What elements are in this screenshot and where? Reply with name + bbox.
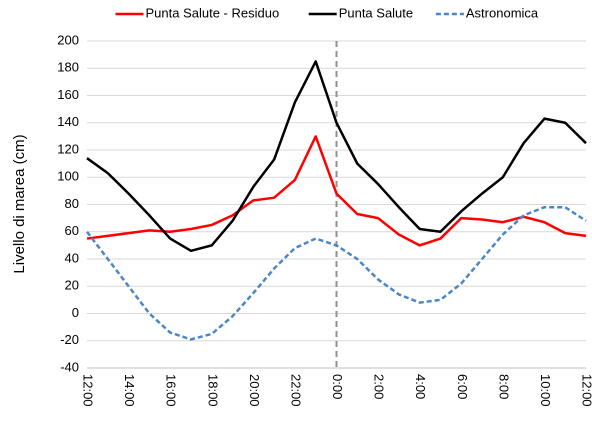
y-tick-label: 160 (57, 87, 79, 102)
x-tick-label: 20:00 (247, 374, 262, 407)
x-tick-label: 6:00 (455, 374, 470, 399)
y-tick-label: 140 (57, 114, 79, 129)
y-tick-label: 40 (65, 250, 79, 265)
y-tick-label: 60 (65, 223, 79, 238)
series-line (86, 135, 587, 247)
y-tick-label: 0 (72, 305, 79, 320)
x-tick-label: 22:00 (288, 374, 303, 407)
y-tick-label: 80 (65, 196, 79, 211)
x-tick-label: 0:00 (330, 374, 345, 399)
y-tick-label: -20 (60, 332, 79, 347)
x-tick-label: 10:00 (538, 374, 553, 407)
legend-label: Astronomica (466, 5, 539, 20)
x-tick-label: 12:00 (81, 374, 96, 407)
x-tick-label: 4:00 (413, 374, 428, 399)
x-tick-label: 16:00 (164, 374, 179, 407)
series-line (86, 205, 587, 341)
x-tick-label: 14:00 (122, 374, 137, 407)
y-tick-label: 100 (57, 169, 79, 184)
y-tick-label: -40 (60, 359, 79, 374)
legend-label: Punta Salute - Residuo (146, 5, 280, 20)
x-tick-label: 12:00 (580, 374, 592, 407)
x-tick-label: 18:00 (205, 374, 220, 407)
series-line (86, 60, 587, 253)
y-tick-label: 200 (57, 32, 79, 47)
x-tick-label: 2:00 (372, 374, 387, 399)
legend-label: Punta Salute (339, 5, 413, 20)
y-tick-label: 120 (57, 141, 79, 156)
y-tick-label: 180 (57, 60, 79, 75)
y-tick-label: 20 (65, 278, 79, 293)
y-axis-title: Livello di marea (cm) (11, 134, 28, 273)
x-tick-label: 8:00 (496, 374, 511, 399)
